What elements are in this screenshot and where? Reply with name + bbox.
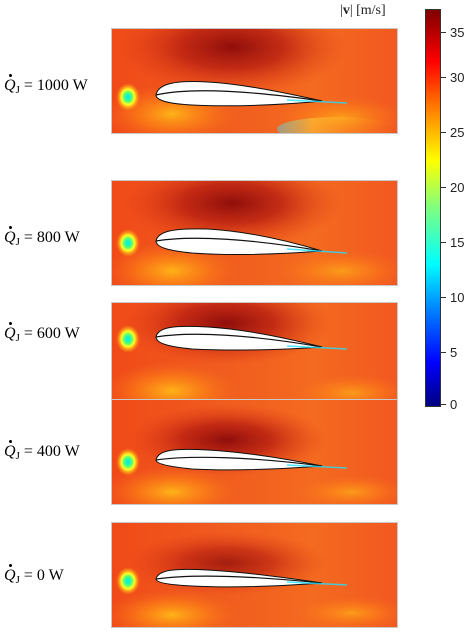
- colorbar-tick-label: 10: [450, 290, 465, 305]
- colorbar-tick: [441, 242, 446, 243]
- airfoil-camber-line: [155, 237, 323, 252]
- colorbar-tick: [441, 187, 446, 188]
- panel-label-1000w: QJ = 1000 W: [4, 78, 88, 96]
- colorbar-tick: [441, 32, 446, 33]
- colorbar-tick-label: 5: [450, 345, 458, 360]
- colorbar: [425, 9, 441, 407]
- panel-label-400w: QJ = 400 W: [4, 444, 80, 462]
- stagnation-point: [116, 83, 140, 111]
- airfoil-camber-line: [155, 575, 323, 584]
- colorbar-title-post: | [m/s]: [349, 3, 386, 18]
- colorbar-tick: [441, 352, 446, 353]
- colorbar-tick-label: 35: [450, 25, 465, 40]
- low-pressure-region: [117, 29, 347, 95]
- colorbar-tick-label: 20: [450, 180, 465, 195]
- panel-label-800w: QJ = 800 W: [4, 230, 80, 248]
- airfoil-camber-line: [155, 90, 323, 102]
- colorbar-tick: [441, 297, 446, 298]
- q-symbol: Q: [4, 325, 16, 342]
- flow-panel-1000w: [111, 28, 398, 134]
- airfoil-camber-line: [155, 456, 323, 467]
- flow-panel-600w: [111, 302, 398, 408]
- q-value: = 600 W: [19, 325, 80, 342]
- stagnation-point: [116, 325, 140, 353]
- colorbar-tick-label: 15: [450, 235, 465, 250]
- q-value: = 1000 W: [19, 77, 88, 94]
- wake-region: [277, 117, 397, 133]
- colorbar-tick-label: 0: [450, 397, 458, 412]
- stagnation-glow: [112, 589, 242, 627]
- flow-panel-800w: [111, 180, 398, 286]
- stagnation-point: [116, 448, 140, 476]
- colorbar-tick: [441, 132, 446, 133]
- colorbar-tick-label: 30: [450, 70, 465, 85]
- airfoil-camber-line: [155, 333, 323, 348]
- colorbar-tick: [441, 404, 446, 405]
- q-value: = 0 W: [19, 567, 64, 584]
- q-subscript: J: [15, 574, 20, 586]
- q-value: = 800 W: [19, 229, 80, 246]
- stagnation-glow: [112, 361, 242, 407]
- panel-label-0w: QJ = 0 W: [4, 568, 64, 586]
- colorbar-title-symbol: v: [342, 3, 350, 18]
- q-symbol: Q: [4, 77, 16, 94]
- stagnation-point: [116, 567, 140, 595]
- q-symbol: Q: [4, 229, 16, 246]
- colorbar-tick-label: 25: [450, 125, 465, 140]
- flow-panel-0w: [111, 522, 398, 628]
- stagnation-point: [116, 229, 140, 257]
- stagnation-glow: [112, 466, 242, 504]
- colorbar-title: |v| [m/s]: [340, 3, 386, 19]
- q-subscript: J: [15, 84, 20, 96]
- q-symbol: Q: [4, 443, 16, 460]
- q-subscript: J: [15, 332, 20, 344]
- q-value: = 400 W: [19, 443, 80, 460]
- colorbar-tick: [441, 77, 446, 78]
- q-subscript: J: [15, 236, 20, 248]
- colorbar-title-pre: |: [340, 3, 343, 18]
- q-subscript: J: [15, 450, 20, 462]
- panel-label-600w: QJ = 600 W: [4, 326, 80, 344]
- flow-panel-400w: [111, 399, 398, 505]
- q-symbol: Q: [4, 567, 16, 584]
